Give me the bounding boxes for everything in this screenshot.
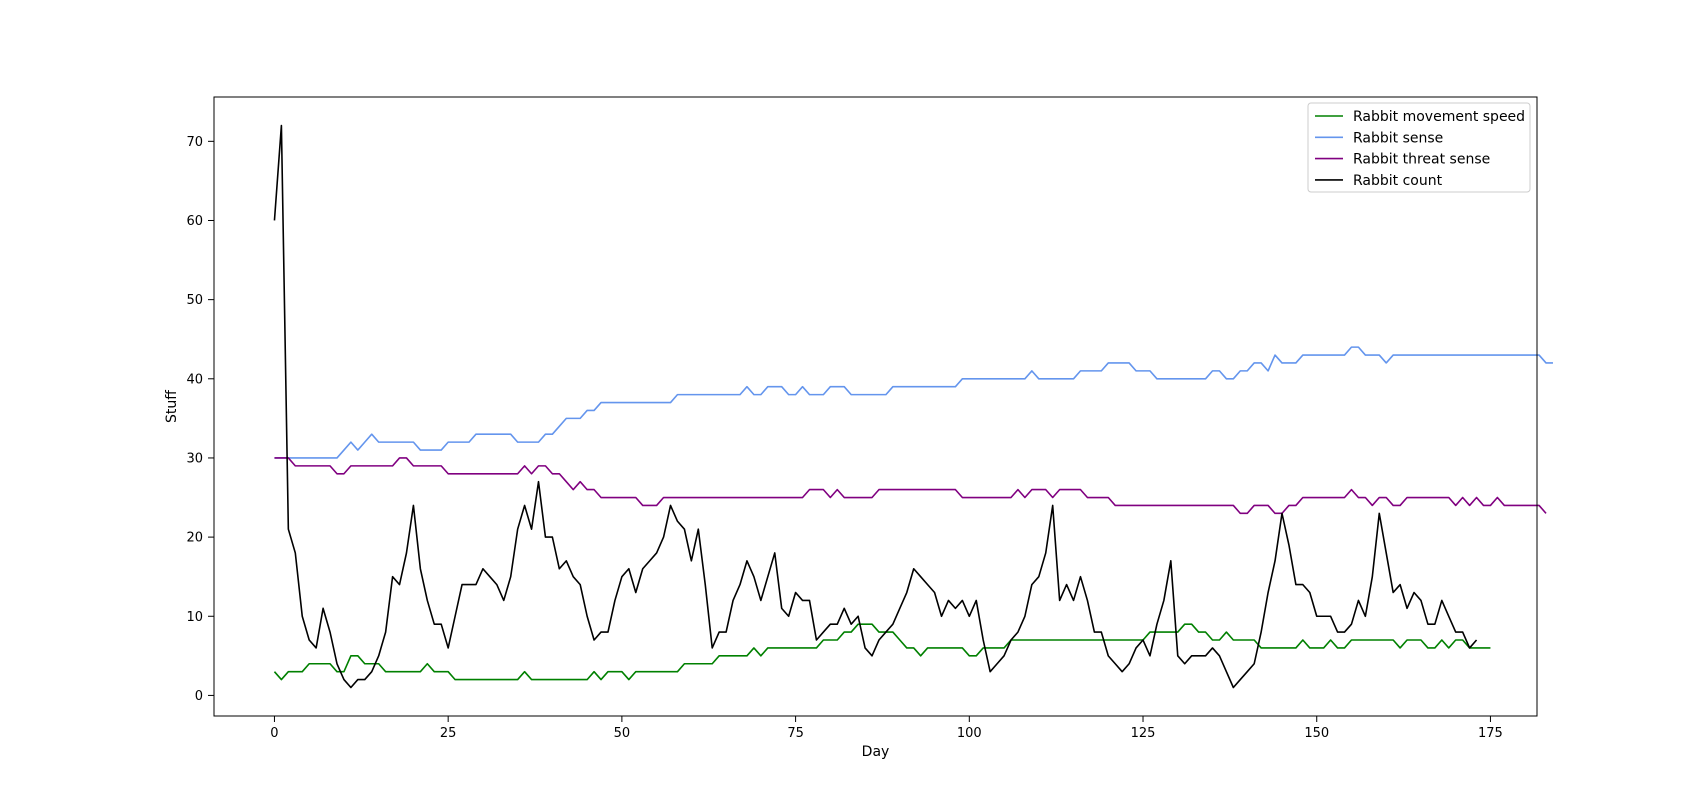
legend-entries: Rabbit movement speed Rabbit sense Rabbit … xyxy=(1315,109,1525,189)
y-tick-label: 0 xyxy=(195,689,203,704)
x-tick-label: 0 xyxy=(270,726,278,741)
y-tick-label: 30 xyxy=(186,451,203,466)
y-tick-label: 60 xyxy=(186,214,203,229)
x-tick-label: 50 xyxy=(614,726,631,741)
series-line-rabbit-count xyxy=(273,124,1478,689)
x-tick-label: 25 xyxy=(440,726,457,741)
y-axis-label: Stuff xyxy=(164,390,180,423)
x-tick-label: 175 xyxy=(1478,726,1503,741)
y-tick-label: 10 xyxy=(186,610,203,625)
x-tick-label: 100 xyxy=(957,726,982,741)
x-axis-label: Day xyxy=(862,744,890,760)
legend-label: Rabbit sense xyxy=(1353,130,1443,146)
y-tick-label: 20 xyxy=(186,531,203,546)
y-tick-label: 40 xyxy=(186,372,203,387)
legend-label: Rabbit threat sense xyxy=(1353,152,1490,168)
series-line-rabbit-sense xyxy=(274,346,1553,459)
y-ticks: 0 10 20 30 40 50 60 70 xyxy=(186,135,214,704)
legend-label: Rabbit movement speed xyxy=(1353,109,1525,125)
legend-box xyxy=(1307,102,1531,193)
series-line-rabbit-movement-speed xyxy=(273,623,1491,681)
plot-frame xyxy=(213,96,1538,717)
x-tick-label: 150 xyxy=(1304,726,1329,741)
series-layer xyxy=(273,124,1553,689)
x-tick-label: 75 xyxy=(787,726,804,741)
y-tick-label: 50 xyxy=(186,293,203,308)
legend-label: Rabbit count xyxy=(1353,173,1443,189)
y-tick-label: 70 xyxy=(186,135,203,150)
legend: Rabbit movement speed Rabbit sense Rabbit … xyxy=(1307,102,1531,193)
series-line-rabbit-threat-sense xyxy=(274,457,1547,515)
x-tick-label: 125 xyxy=(1131,726,1156,741)
x-ticks: 0 25 50 75 100 125 150 175 xyxy=(270,716,1503,741)
